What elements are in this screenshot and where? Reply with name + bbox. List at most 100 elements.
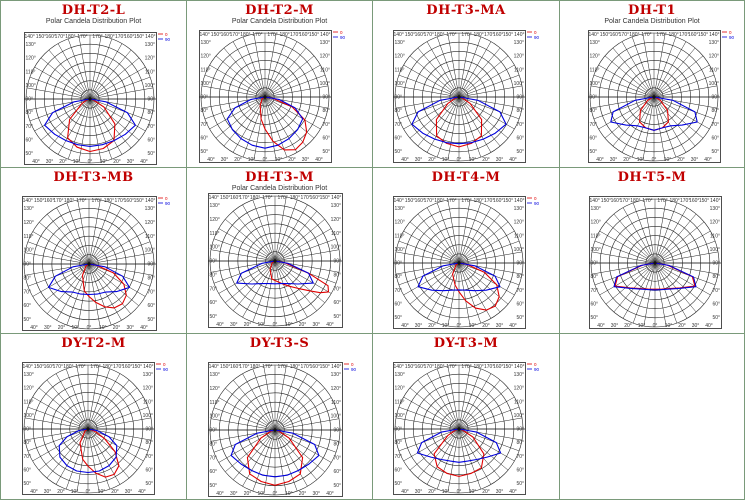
angle-tick-label: 10° [638, 323, 646, 329]
grid-spoke [29, 98, 91, 122]
grid-spoke [653, 55, 704, 98]
angle-tick-label: 100° [143, 413, 153, 419]
grid-spoke [436, 262, 460, 324]
grid-spoke [458, 428, 520, 452]
angle-tick-label: 100° [24, 248, 34, 254]
grid-spoke [252, 368, 276, 431]
grid-spoke [409, 221, 460, 264]
grid-spoke [274, 429, 308, 487]
angle-tick-label: 60° [210, 300, 218, 306]
angle-tick-label: 150° [405, 198, 415, 204]
grid-spoke [215, 55, 266, 98]
grid-spoke [274, 219, 325, 262]
angle-tick-label: 30° [415, 489, 423, 495]
angle-tick-label: 160° [44, 198, 54, 204]
angle-tick-label: 30° [312, 322, 320, 328]
angle-tick-label: 170° [446, 364, 456, 370]
angle-tick-label: 60° [24, 303, 32, 309]
angle-tick-label: 70° [145, 454, 153, 460]
grid-spoke [88, 199, 101, 265]
grid-spoke [89, 38, 113, 100]
angle-tick-label: 10° [469, 323, 477, 329]
series-curve-90 [417, 262, 501, 292]
grid-spoke [274, 211, 317, 262]
grid-spoke [88, 252, 154, 265]
grid-spoke [264, 96, 277, 161]
grid-spoke [654, 230, 711, 264]
angle-tick-label: 90° [711, 95, 719, 101]
angle-tick-label: 70° [711, 122, 719, 128]
angle-tick-label: 70° [201, 122, 209, 128]
angle-tick-label: 90° [145, 427, 153, 433]
angle-tick-label: 170° [230, 32, 240, 38]
grid-spoke [89, 98, 113, 160]
grid-spoke [87, 428, 121, 485]
angle-tick-label: 140° [22, 364, 32, 370]
angle-tick-label: 40° [401, 323, 409, 329]
angle-tick-label: 160° [415, 32, 425, 38]
angle-tick-label: 120° [143, 386, 153, 392]
grid-spoke [274, 199, 298, 262]
angle-tick-label: 20° [623, 157, 631, 163]
angle-tick-label: 70° [395, 288, 403, 294]
angle-tick-label: 100° [710, 247, 720, 253]
angle-tick-label: 70° [712, 288, 720, 294]
angle-tick-label: 120° [395, 220, 405, 226]
series-curve-90 [610, 96, 698, 131]
grid-spoke [88, 222, 139, 265]
angle-tick-label: 170° [267, 32, 277, 38]
legend-label: 90 [534, 201, 540, 206]
grid-spoke [436, 428, 460, 490]
angle-tick-label: 80° [210, 272, 218, 278]
grid-spoke [458, 33, 471, 98]
grid-spoke [232, 96, 266, 153]
angle-tick-label: 30° [230, 322, 238, 328]
angle-tick-label: 0° [86, 489, 91, 495]
grid-spoke [67, 98, 91, 160]
grid-spoke [395, 251, 460, 264]
angle-tick-label: 20° [244, 322, 252, 328]
angle-tick-label: 110° [514, 67, 524, 73]
angle-tick-label: 170° [461, 364, 471, 370]
grid-spoke [632, 202, 656, 264]
angle-tick-label: 60° [147, 138, 155, 144]
grid-spoke [264, 96, 321, 130]
angle-tick-label: 20° [428, 323, 436, 329]
grid-spoke [426, 373, 460, 430]
grid-spoke [242, 373, 276, 431]
grid-spoke [78, 35, 91, 100]
grid-spoke [39, 222, 90, 265]
grid-spoke [55, 428, 89, 485]
angle-tick-label: 110° [395, 233, 405, 239]
grid-spoke [89, 98, 140, 141]
angle-tick-label: 120° [395, 54, 405, 60]
grid-spoke [264, 96, 298, 153]
plot-center [457, 427, 461, 431]
angle-tick-label: 80° [590, 108, 598, 114]
cell-dh-t3-m: DH-T3-M Polar Candela Distribution Plot 14… [187, 168, 373, 334]
angle-tick-label: 140° [514, 32, 524, 38]
angle-tick-label: 100° [395, 81, 405, 87]
legend-label: 0 [165, 32, 168, 37]
angle-tick-label: 20° [59, 159, 67, 165]
angle-tick-label: 120° [514, 220, 524, 226]
angle-tick-label: 100° [514, 81, 524, 87]
grid-spoke [426, 428, 460, 485]
grid-spoke [274, 249, 340, 262]
angle-tick-label: 20° [428, 489, 436, 495]
angle-tick-label: 140° [393, 32, 403, 38]
grid-spoke [65, 368, 89, 430]
angle-tick-label: 20° [57, 489, 65, 495]
angle-tick-label: 170° [115, 34, 125, 40]
angle-tick-label: 130° [514, 206, 524, 212]
grid-spoke [47, 263, 90, 314]
angle-tick-label: 180° [473, 364, 483, 370]
grid-spoke [654, 262, 697, 313]
grid-spoke [242, 204, 276, 262]
grid-spoke [225, 388, 276, 431]
angle-tick-label: 90° [395, 261, 403, 267]
angle-tick-label: 90° [201, 95, 209, 101]
angle-tick-label: 40° [216, 322, 224, 328]
angle-tick-label: 20° [677, 157, 685, 163]
angle-tick-label: 160° [124, 34, 134, 40]
